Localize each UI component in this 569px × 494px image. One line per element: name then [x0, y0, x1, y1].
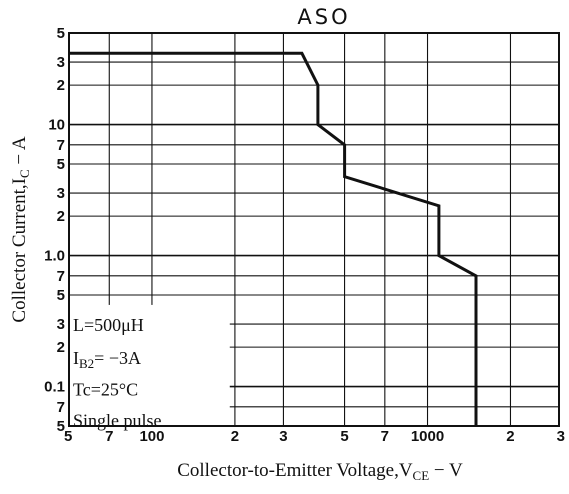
x-tick-label: 100: [139, 428, 164, 445]
annotation-background: [70, 304, 230, 425]
y-tick-label: 7: [57, 137, 65, 154]
x-tick-label: 7: [105, 428, 113, 445]
y-tick-label: 5: [57, 156, 65, 173]
x-tick-label: 5: [340, 428, 348, 445]
y-tick-label: 2: [57, 208, 65, 225]
annotation-line: IB2= −3A: [73, 348, 141, 371]
y-tick-label: 3: [57, 316, 65, 333]
y-tick-label: 10: [48, 117, 65, 134]
tick-labels: 5 7 100 2 3 5 7 1000 2 3 5 3 2 10 7 5 3 2 1.0 7 5 3 2 0.1 7 5: [44, 25, 565, 445]
y-tick-label: 2: [57, 339, 65, 356]
y-tick-label: 5: [57, 287, 65, 304]
plot-frame: [68, 32, 560, 427]
x-tick-label: 5: [64, 428, 72, 445]
y-tick-label: 7: [57, 399, 65, 416]
x-tick-label: 1000: [411, 428, 444, 445]
x-tick-label: 2: [506, 428, 514, 445]
y-tick-label: 0.1: [44, 379, 65, 396]
y-tick-label: 3: [57, 185, 65, 202]
annotation-line: Tc=25°C: [73, 379, 138, 399]
y-tick-label: 7: [57, 268, 65, 285]
y-tick-label: 5: [57, 418, 65, 435]
x-tick-label: 3: [279, 428, 287, 445]
y-axis-label: Collector Current,IC − A: [9, 136, 32, 322]
annotation-box: L=500μH IB2= −3A Tc=25°C Single pulse: [70, 304, 230, 431]
chart-title: ASO: [297, 5, 350, 29]
x-tick-label: 3: [557, 428, 565, 445]
x-tick-label: 7: [381, 428, 389, 445]
y-tick-label: 5: [57, 25, 65, 42]
y-tick-label: 1.0: [44, 248, 65, 265]
aso-boundary-line: [69, 51, 478, 426]
annotation-line: Single pulse: [73, 411, 162, 431]
y-tick-label: 3: [57, 54, 65, 71]
annotation-line: L=500μH: [73, 315, 144, 335]
x-axis-label: Collector-to-Emitter Voltage,VCE − V: [177, 460, 463, 483]
x-tick-label: 2: [231, 428, 239, 445]
series-layer: [69, 51, 478, 426]
y-tick-label: 2: [57, 77, 65, 94]
